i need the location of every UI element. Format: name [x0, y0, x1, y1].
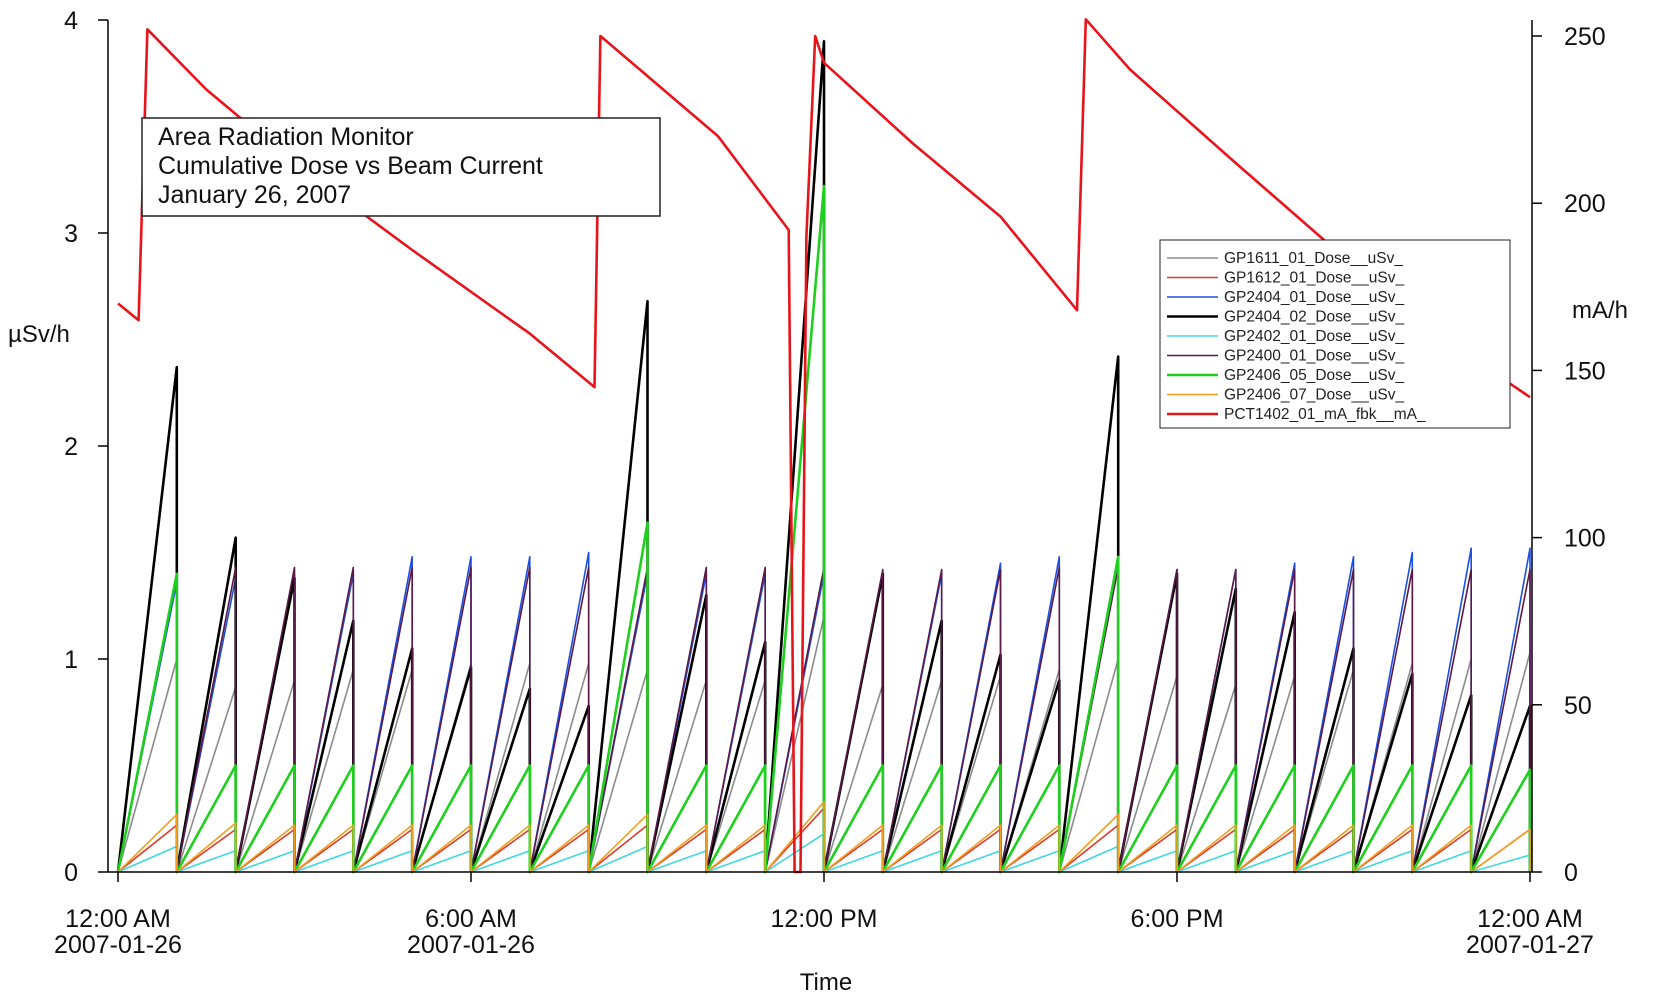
x-tick-label-3: 6:00 PM: [1130, 905, 1223, 933]
x-tick-sublabel-4: 2007-01-27: [1466, 931, 1594, 959]
y-left-tick-label-3: 3: [64, 220, 78, 248]
series-line-8: [117, 800, 1531, 873]
legend-label-7: GP2406_05_Dose__uSv_: [1224, 367, 1404, 384]
y-left-tick-label-1: 1: [64, 646, 78, 674]
x-tick-sublabel-1: 2007-01-26: [407, 931, 535, 959]
legend-label-1: GP1611_01_Dose__uSv_: [1224, 250, 1403, 267]
y-right-tick-label-3: 150: [1564, 357, 1606, 385]
y-left-axis-title: µSv/h: [8, 321, 70, 348]
y-right-tick-label-1: 50: [1564, 692, 1592, 720]
y-right-tick-label-2: 100: [1564, 525, 1606, 553]
y-right-tick-label-5: 250: [1564, 23, 1606, 51]
x-tick-label-0: 12:00 AM: [65, 905, 171, 933]
annotation-box: Area Radiation Monitor Cumulative Dose v…: [141, 117, 661, 217]
legend-label-2: GP1612_01_Dose__uSv_: [1224, 270, 1404, 287]
y-left-tick-label-4: 4: [64, 7, 78, 35]
annotation-line-2: Cumulative Dose vs Beam Current: [158, 152, 543, 180]
x-tick-label-2: 12:00 PM: [770, 905, 877, 933]
x-tick-label-4: 12:00 AM: [1477, 905, 1583, 933]
legend-label-4: GP2404_02_Dose__uSv_: [1224, 309, 1404, 326]
x-tick-label-1: 6:00 AM: [425, 905, 517, 933]
x-tick-sublabel-0: 2007-01-26: [54, 931, 182, 959]
annotation-line-1: Area Radiation Monitor: [158, 123, 414, 151]
annotation-line-3: January 26, 2007: [158, 181, 351, 209]
legend: GP1611_01_Dose__uSv_ GP1612_01_Dose__uSv_…: [1159, 239, 1511, 429]
y-left-tick-label-0: 0: [64, 859, 78, 887]
y-right-tick-label-4: 200: [1564, 190, 1606, 218]
legend-label-6: GP2400_01_Dose__uSv_: [1224, 348, 1404, 365]
y-right-tick-label-0: 0: [1564, 859, 1578, 887]
y-left-tick-label-2: 2: [64, 433, 78, 461]
legend-label-5: GP2402_01_Dose__uSv_: [1224, 328, 1404, 345]
legend-label-3: GP2404_01_Dose__uSv_: [1224, 289, 1404, 306]
legend-label-9: PCT1402_01_mA_fbk__mA_: [1224, 406, 1426, 423]
legend-label-8: GP2406_07_Dose__uSv_: [1224, 387, 1404, 404]
x-axis-title: Time: [800, 969, 852, 995]
legend-box: [1159, 239, 1511, 429]
y-right-axis-title: mA/h: [1572, 297, 1628, 324]
